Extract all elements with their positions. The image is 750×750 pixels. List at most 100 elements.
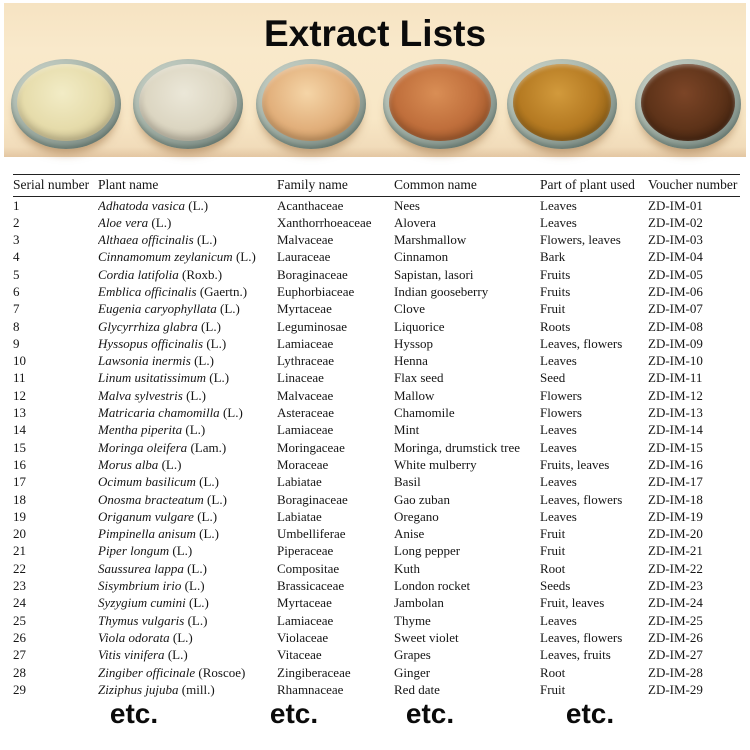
cell-serial-number: 4 bbox=[13, 249, 20, 265]
cell-voucher-number: ZD-IM-01 bbox=[648, 197, 703, 213]
cell-plant-name: Lawsonia inermis (L.) bbox=[98, 352, 277, 369]
cell-family-name: Labiatae bbox=[277, 474, 322, 490]
cell-family-name: Malvaceae bbox=[277, 387, 334, 403]
table-row: 17 Ocimum basilicum (L.) Labiatae Basil … bbox=[13, 473, 740, 490]
cell-plant-name: Eugenia caryophyllata (L.) bbox=[98, 300, 277, 317]
cell-plant-name: Ocimum basilicum (L.) bbox=[98, 473, 277, 490]
cell-family-name: Piperaceae bbox=[277, 543, 334, 559]
cell-common-name: Henna bbox=[394, 353, 428, 369]
cell-family-name: Lamiaceae bbox=[277, 612, 334, 628]
table-row: 3 Althaea officinalis (L.) Malvaceae Mar… bbox=[13, 231, 740, 248]
cell-family-name: Brassicaceae bbox=[277, 578, 345, 594]
cell-voucher-number: ZD-IM-28 bbox=[648, 664, 703, 680]
cell-voucher-number: ZD-IM-07 bbox=[648, 301, 703, 317]
cell-family-name: Myrtaceae bbox=[277, 301, 332, 317]
cell-part-used: Roots bbox=[540, 318, 571, 334]
header-banner: Extract Lists bbox=[4, 3, 746, 157]
cell-serial-number: 14 bbox=[13, 422, 26, 438]
cell-plant-name: Moringa oleifera (Lam.) bbox=[98, 439, 277, 456]
cell-part-used: Fruit bbox=[540, 681, 566, 697]
cell-voucher-number: ZD-IM-20 bbox=[648, 526, 703, 542]
table-row: 15 Moringa oleifera (Lam.) Moringaceae M… bbox=[13, 439, 740, 456]
plant-authority: (L.) bbox=[216, 301, 240, 317]
cell-part-used: Leaves bbox=[540, 612, 577, 628]
cell-family-name: Linaceae bbox=[277, 370, 324, 386]
cell-part-used: Leaves, fruits bbox=[540, 647, 611, 663]
cell-voucher-number: ZD-IM-15 bbox=[648, 439, 703, 455]
cell-part-used: Leaves, flowers bbox=[540, 491, 623, 507]
cell-part-used: Fruits, leaves bbox=[540, 456, 610, 472]
plant-scientific-name: Eugenia caryophyllata bbox=[98, 301, 217, 317]
plant-scientific-name: Malva sylvestris bbox=[98, 387, 183, 403]
table-row: 28 Zingiber officinale (Roscoe) Zingiber… bbox=[13, 664, 740, 681]
cell-serial-number: 5 bbox=[13, 266, 20, 282]
plant-authority: (L.) bbox=[219, 405, 243, 421]
cell-family-name: Boraginaceae bbox=[277, 491, 348, 507]
cell-common-name: Jambolan bbox=[394, 595, 444, 611]
cell-plant-name: Saussurea lappa (L.) bbox=[98, 560, 277, 577]
cell-serial-number: 17 bbox=[13, 474, 26, 490]
plant-authority: (L.) bbox=[193, 508, 218, 524]
cell-part-used: Seed bbox=[540, 370, 566, 386]
cell-serial-number: 29 bbox=[13, 681, 26, 697]
cell-common-name: Sapistan, lasori bbox=[394, 266, 474, 282]
plant-scientific-name: Moringa oleifera bbox=[98, 439, 188, 455]
cell-common-name: Mallow bbox=[394, 387, 435, 403]
cell-family-name: Labiatae bbox=[277, 508, 322, 524]
cell-common-name: Red date bbox=[394, 681, 440, 697]
cell-part-used: Fruit bbox=[540, 301, 566, 317]
cell-part-used: Flowers bbox=[540, 387, 582, 403]
plant-authority: (L.) bbox=[182, 387, 206, 403]
plant-authority: (L.) bbox=[185, 595, 209, 611]
cell-part-used: Flowers bbox=[540, 405, 582, 421]
table-row: 14 Mentha piperita (L.) Lamiaceae Mint L… bbox=[13, 421, 740, 438]
table-row: 29 Ziziphus jujuba (mill.) Rhamnaceae Re… bbox=[13, 681, 740, 698]
cell-common-name: Kuth bbox=[394, 560, 420, 576]
table-row: 11 Linum usitatissimum (L.) Linaceae Fla… bbox=[13, 369, 740, 386]
table-row: 27 Vitis vinifera (L.) Vitaceae Grapes L… bbox=[13, 646, 740, 663]
table-body: 1 Adhatoda vasica (L.) Acanthaceae Nees … bbox=[13, 196, 740, 698]
plant-scientific-name: Ocimum basilicum bbox=[98, 474, 196, 490]
table-row: 12 Malva sylvestris (L.) Malvaceae Mallo… bbox=[13, 387, 740, 404]
plant-authority: (L.) bbox=[164, 647, 188, 663]
cell-part-used: Flowers, leaves bbox=[540, 232, 621, 248]
cell-voucher-number: ZD-IM-06 bbox=[648, 283, 703, 299]
col-header-serial-number: Serial number bbox=[13, 174, 98, 197]
cell-serial-number: 22 bbox=[13, 560, 26, 576]
cell-serial-number: 23 bbox=[13, 578, 26, 594]
cell-plant-name: Mentha piperita (L.) bbox=[98, 421, 277, 438]
cell-common-name: Grapes bbox=[394, 647, 431, 663]
cell-voucher-number: ZD-IM-08 bbox=[648, 318, 703, 334]
plant-authority: (L.) bbox=[195, 526, 219, 542]
cell-part-used: Leaves bbox=[540, 474, 577, 490]
powder-heap bbox=[389, 64, 491, 141]
cell-family-name: Leguminosae bbox=[277, 318, 348, 334]
cell-common-name: Indian gooseberry bbox=[394, 283, 489, 299]
cell-serial-number: 26 bbox=[13, 629, 26, 645]
plant-authority: (L.) bbox=[203, 491, 227, 507]
cell-family-name: Myrtaceae bbox=[277, 595, 332, 611]
plant-scientific-name: Althaea officinalis bbox=[98, 232, 194, 248]
cell-plant-name: Onosma bracteatum (L.) bbox=[98, 491, 277, 508]
cell-serial-number: 25 bbox=[13, 612, 26, 628]
table-row: 1 Adhatoda vasica (L.) Acanthaceae Nees … bbox=[13, 196, 740, 214]
col-header-common-name: Common name bbox=[394, 174, 540, 197]
cell-plant-name: Vitis vinifera (L.) bbox=[98, 646, 277, 663]
cell-voucher-number: ZD-IM-09 bbox=[648, 335, 703, 351]
plant-authority: (L.) bbox=[193, 232, 217, 248]
powder-heap bbox=[17, 64, 115, 141]
cell-plant-name: Hyssopus officinalis (L.) bbox=[98, 335, 277, 352]
cell-common-name: Hyssop bbox=[394, 335, 434, 351]
powder-heap bbox=[139, 64, 237, 141]
cell-common-name: Cinnamon bbox=[394, 249, 449, 265]
plant-authority: (L.) bbox=[197, 318, 221, 334]
powder-heap bbox=[262, 64, 360, 141]
plant-scientific-name: Cordia latifolia bbox=[98, 266, 179, 282]
cell-common-name: London rocket bbox=[394, 578, 471, 594]
cell-family-name: Malvaceae bbox=[277, 232, 334, 248]
plant-scientific-name: Sisymbrium irio bbox=[98, 578, 182, 594]
cell-part-used: Fruits bbox=[540, 266, 571, 282]
table-row: 2 Aloe vera (L.) Xanthorrhoeaceae Alover… bbox=[13, 214, 740, 231]
cell-serial-number: 1 bbox=[13, 197, 20, 213]
cell-serial-number: 7 bbox=[13, 301, 20, 317]
